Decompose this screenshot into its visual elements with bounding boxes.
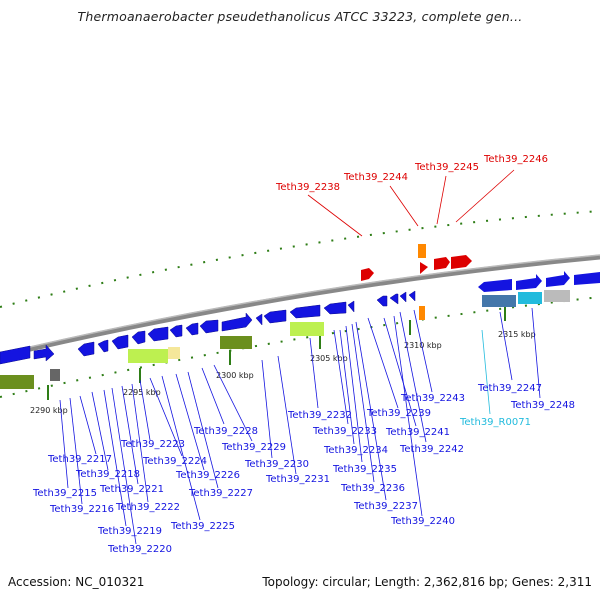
callout-lines-red — [307, 169, 515, 237]
green-block-2[interactable] — [220, 336, 252, 349]
gene-label[interactable]: Teth39_2229 — [221, 442, 286, 453]
scale-label-2310: 2310 kbp — [404, 341, 442, 350]
pale-block[interactable] — [168, 347, 180, 359]
gene-label[interactable]: Teth39_2223 — [120, 439, 185, 450]
gene-label[interactable]: Teth39_2241 — [385, 427, 450, 438]
gene-label[interactable]: Teth39_2221 — [99, 484, 164, 495]
reverse-strand-genes[interactable] — [0, 290, 416, 365]
lime-block-2[interactable] — [290, 322, 324, 336]
scale-label-2300: 2300 kbp — [216, 371, 254, 380]
map-title: Thermoanaerobacter pseudethanolicus ATCC… — [77, 9, 523, 24]
highlight-genes[interactable] — [361, 244, 472, 320]
gene-label-rna[interactable]: Teth39_R0071 — [459, 417, 531, 428]
gene-label[interactable]: Teth39_2242 — [399, 444, 464, 455]
callout-line-cyan — [481, 329, 491, 415]
gene-label[interactable]: Teth39_2216 — [49, 504, 114, 515]
gene-label[interactable]: Teth39_2240 — [390, 516, 455, 527]
green-block-1[interactable] — [0, 375, 34, 389]
gene-label[interactable]: Teth39_2231 — [265, 474, 330, 485]
gene-label[interactable]: Teth39_2220 — [107, 544, 172, 555]
gene-label-highlight[interactable]: Teth39_2238 — [275, 182, 340, 193]
gene-label[interactable]: Teth39_2224 — [142, 456, 207, 467]
outer-tick-row — [0, 210, 600, 308]
gene-label-highlight[interactable]: Teth39_2246 — [483, 154, 548, 165]
gene-label[interactable]: Teth39_2225 — [170, 521, 235, 532]
gene-label[interactable]: Teth39_2237 — [353, 501, 418, 512]
gene-label[interactable]: Teth39_2235 — [332, 464, 397, 475]
gene-label[interactable]: Teth39_2217 — [47, 454, 112, 465]
scale-label-2305: 2305 kbp — [310, 354, 348, 363]
gene-label[interactable]: Teth39_2219 — [97, 526, 162, 537]
lime-block-1[interactable] — [128, 349, 168, 363]
gene-label-highlight[interactable]: Teth39_2244 — [343, 172, 408, 183]
gene-label[interactable]: Teth39_2218 — [75, 469, 140, 480]
grey-block[interactable] — [544, 290, 570, 302]
forward-strand-genes-right[interactable] — [478, 271, 600, 292]
gene-label[interactable]: Teth39_2234 — [323, 445, 388, 456]
gene-label[interactable]: Teth39_2222 — [115, 502, 180, 513]
gene-label[interactable]: Teth39_2226 — [175, 470, 240, 481]
gene-label[interactable]: Teth39_2247 — [477, 383, 542, 394]
gene-label[interactable]: Teth39_2248 — [510, 400, 575, 411]
gene-label[interactable]: Teth39_2233 — [312, 426, 377, 437]
gene-label[interactable]: Teth39_2239 — [366, 408, 431, 419]
rrna-block[interactable] — [482, 295, 516, 307]
cyan-block[interactable] — [518, 292, 542, 304]
gene-label[interactable]: Teth39_2243 — [400, 393, 465, 404]
accession-text: Accession: NC_010321 — [8, 575, 145, 589]
gene-label[interactable]: Teth39_2228 — [193, 426, 258, 437]
gene-label[interactable]: Teth39_2230 — [244, 459, 309, 470]
genome-backbone-highlight — [0, 254, 600, 355]
scale-label-2290: 2290 kbp — [30, 406, 68, 415]
gene-label[interactable]: Teth39_2227 — [188, 488, 253, 499]
summary-text: Topology: circular; Length: 2,362,816 bp… — [262, 575, 592, 589]
gene-label[interactable]: Teth39_2236 — [340, 483, 405, 494]
genome-backbone — [0, 254, 600, 359]
grey-small-block[interactable] — [50, 369, 60, 381]
gene-label[interactable]: Teth39_2232 — [287, 410, 352, 421]
gene-label[interactable]: Teth39_2215 — [32, 488, 97, 499]
gene-label-highlight[interactable]: Teth39_2245 — [414, 162, 479, 173]
callout-lines-blue — [59, 307, 541, 545]
scale-label-2315: 2315 kbp — [498, 330, 536, 339]
